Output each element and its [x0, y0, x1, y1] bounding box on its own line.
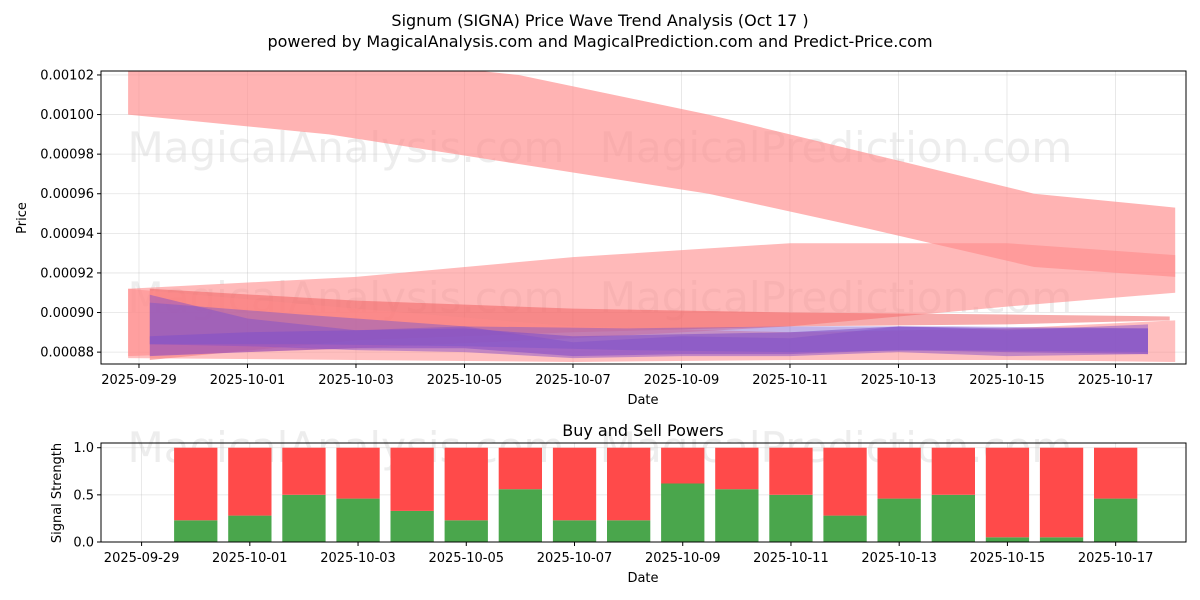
- signal-bars: [174, 447, 1138, 542]
- sell-power-bar: [498, 447, 542, 490]
- sell-power-bar: [931, 447, 975, 495]
- price-x-tick-label: 2025-10-05: [427, 373, 503, 388]
- buy-power-bar: [985, 537, 1030, 542]
- signal-x-tick-label: 2025-10-09: [645, 551, 721, 566]
- signal-x-tick-label: 2025-09-29: [104, 551, 180, 566]
- sell-power-bar: [607, 447, 651, 521]
- sell-power-bar: [877, 447, 921, 499]
- sell-power-bar: [823, 447, 867, 516]
- sell-power-bar: [1094, 447, 1138, 499]
- price-x-tick-label: 2025-10-17: [1078, 373, 1154, 388]
- chart-title: Signum (SIGNA) Price Wave Trend Analysis…: [391, 11, 808, 30]
- price-axes-frame: [100, 70, 1187, 365]
- signal-y-tick-label: 0.5: [73, 488, 94, 503]
- sell-power-bar: [282, 447, 326, 495]
- signal-x-tick-label: 2025-10-17: [1078, 551, 1154, 566]
- sell-power-bar: [552, 447, 597, 521]
- buy-power-bar: [282, 494, 326, 542]
- signal-x-tick-label: 2025-10-11: [753, 551, 829, 566]
- wave-band-1: [128, 71, 1176, 277]
- price-x-tick-label: 2025-09-29: [101, 373, 177, 388]
- price-y-tick-label: 0.00090: [40, 306, 94, 321]
- price-y-tick-label: 0.00092: [40, 266, 94, 281]
- price-y-tick-label: 0.00098: [40, 148, 94, 163]
- buy-power-bar: [769, 494, 813, 542]
- buy-power-bar: [877, 498, 921, 542]
- buy-power-bar: [228, 515, 272, 542]
- sell-power-bar: [174, 447, 218, 521]
- price-x-tick-label: 2025-10-07: [535, 373, 611, 388]
- sell-power-bar: [661, 447, 705, 484]
- buy-power-bar: [336, 498, 380, 542]
- signal-y-tick-label: 0.0: [73, 536, 94, 551]
- buy-power-bar: [444, 520, 488, 542]
- price-y-tick-label: 0.00102: [40, 68, 94, 83]
- buy-power-bar: [1094, 498, 1138, 542]
- price-x-axis-label: Date: [627, 393, 658, 408]
- wave-bands: [128, 71, 1176, 362]
- price-y-tick-label: 0.00088: [40, 346, 94, 361]
- wave-band-7: [149, 302, 1149, 353]
- sell-power-bar: [1039, 447, 1084, 538]
- signal-x-axis-label: Date: [627, 571, 658, 586]
- price-x-ticks: 2025-09-29 2025-10-01 2025-10-03 2025-10-05…: [101, 364, 1153, 388]
- price-x-tick-label: 2025-10-15: [969, 373, 1045, 388]
- price-x-tick-label: 2025-10-01: [210, 373, 286, 388]
- signal-panel: MagicalAnalysis.com MagicalPrediction.co…: [50, 421, 1187, 586]
- sell-power-bar: [985, 447, 1030, 538]
- signal-chart-title: Buy and Sell Powers: [562, 421, 724, 440]
- price-y-tick-label: 0.00100: [40, 108, 94, 123]
- wave-band-6: [149, 294, 1149, 359]
- signal-x-tick-label: 2025-10-01: [212, 551, 288, 566]
- signal-x-tick-label: 2025-10-15: [970, 551, 1046, 566]
- buy-power-bar: [1039, 537, 1084, 542]
- buy-power-bar: [498, 489, 542, 542]
- buy-power-bar: [390, 510, 434, 542]
- buy-power-bar: [174, 520, 218, 542]
- buy-power-bar: [715, 489, 759, 542]
- buy-power-bar: [552, 520, 597, 542]
- signal-y-tick-label: 1.0: [73, 441, 94, 456]
- sell-power-bar: [444, 447, 488, 521]
- buy-power-bar: [661, 483, 705, 542]
- signal-x-tick-label: 2025-10-13: [861, 551, 937, 566]
- price-y-ticks: 0.00088 0.00090 0.00092 0.00094 0.00096 0.000…: [40, 68, 101, 361]
- buy-power-bar: [607, 520, 651, 542]
- buy-power-bar: [823, 515, 867, 542]
- signal-x-tick-label: 2025-10-05: [428, 551, 504, 566]
- buy-power-bar: [931, 494, 975, 542]
- signal-x-ticks: 2025-09-29 2025-10-01 2025-10-03 2025-10-05…: [104, 542, 1154, 566]
- signal-y-axis-label: Signal Strength: [50, 443, 65, 543]
- signal-x-tick-label: 2025-10-03: [320, 551, 396, 566]
- price-y-axis-label: Price: [15, 202, 30, 234]
- price-y-tick-label: 0.00096: [40, 187, 94, 202]
- chart-subtitle: powered by MagicalAnalysis.com and Magic…: [267, 32, 932, 51]
- price-x-tick-label: 2025-10-13: [861, 373, 937, 388]
- signal-axes-frame: [100, 442, 1187, 543]
- wave-band-3: [149, 288, 1170, 360]
- price-x-tick-label: 2025-10-09: [644, 373, 720, 388]
- sell-power-bar: [769, 447, 813, 495]
- signal-x-tick-label: 2025-10-07: [537, 551, 613, 566]
- signal-y-ticks: 0.0 0.5 1.0: [73, 441, 101, 551]
- price-x-tick-label: 2025-10-03: [318, 373, 394, 388]
- price-x-tick-label: 2025-10-11: [752, 373, 828, 388]
- sell-power-bar: [390, 447, 434, 511]
- sell-power-bar: [715, 447, 759, 490]
- sell-power-bar: [336, 447, 380, 499]
- sell-power-bar: [228, 447, 272, 516]
- price-y-tick-label: 0.00094: [40, 227, 94, 242]
- price-panel: MagicalAnalysis.com MagicalPrediction.co…: [15, 68, 1187, 408]
